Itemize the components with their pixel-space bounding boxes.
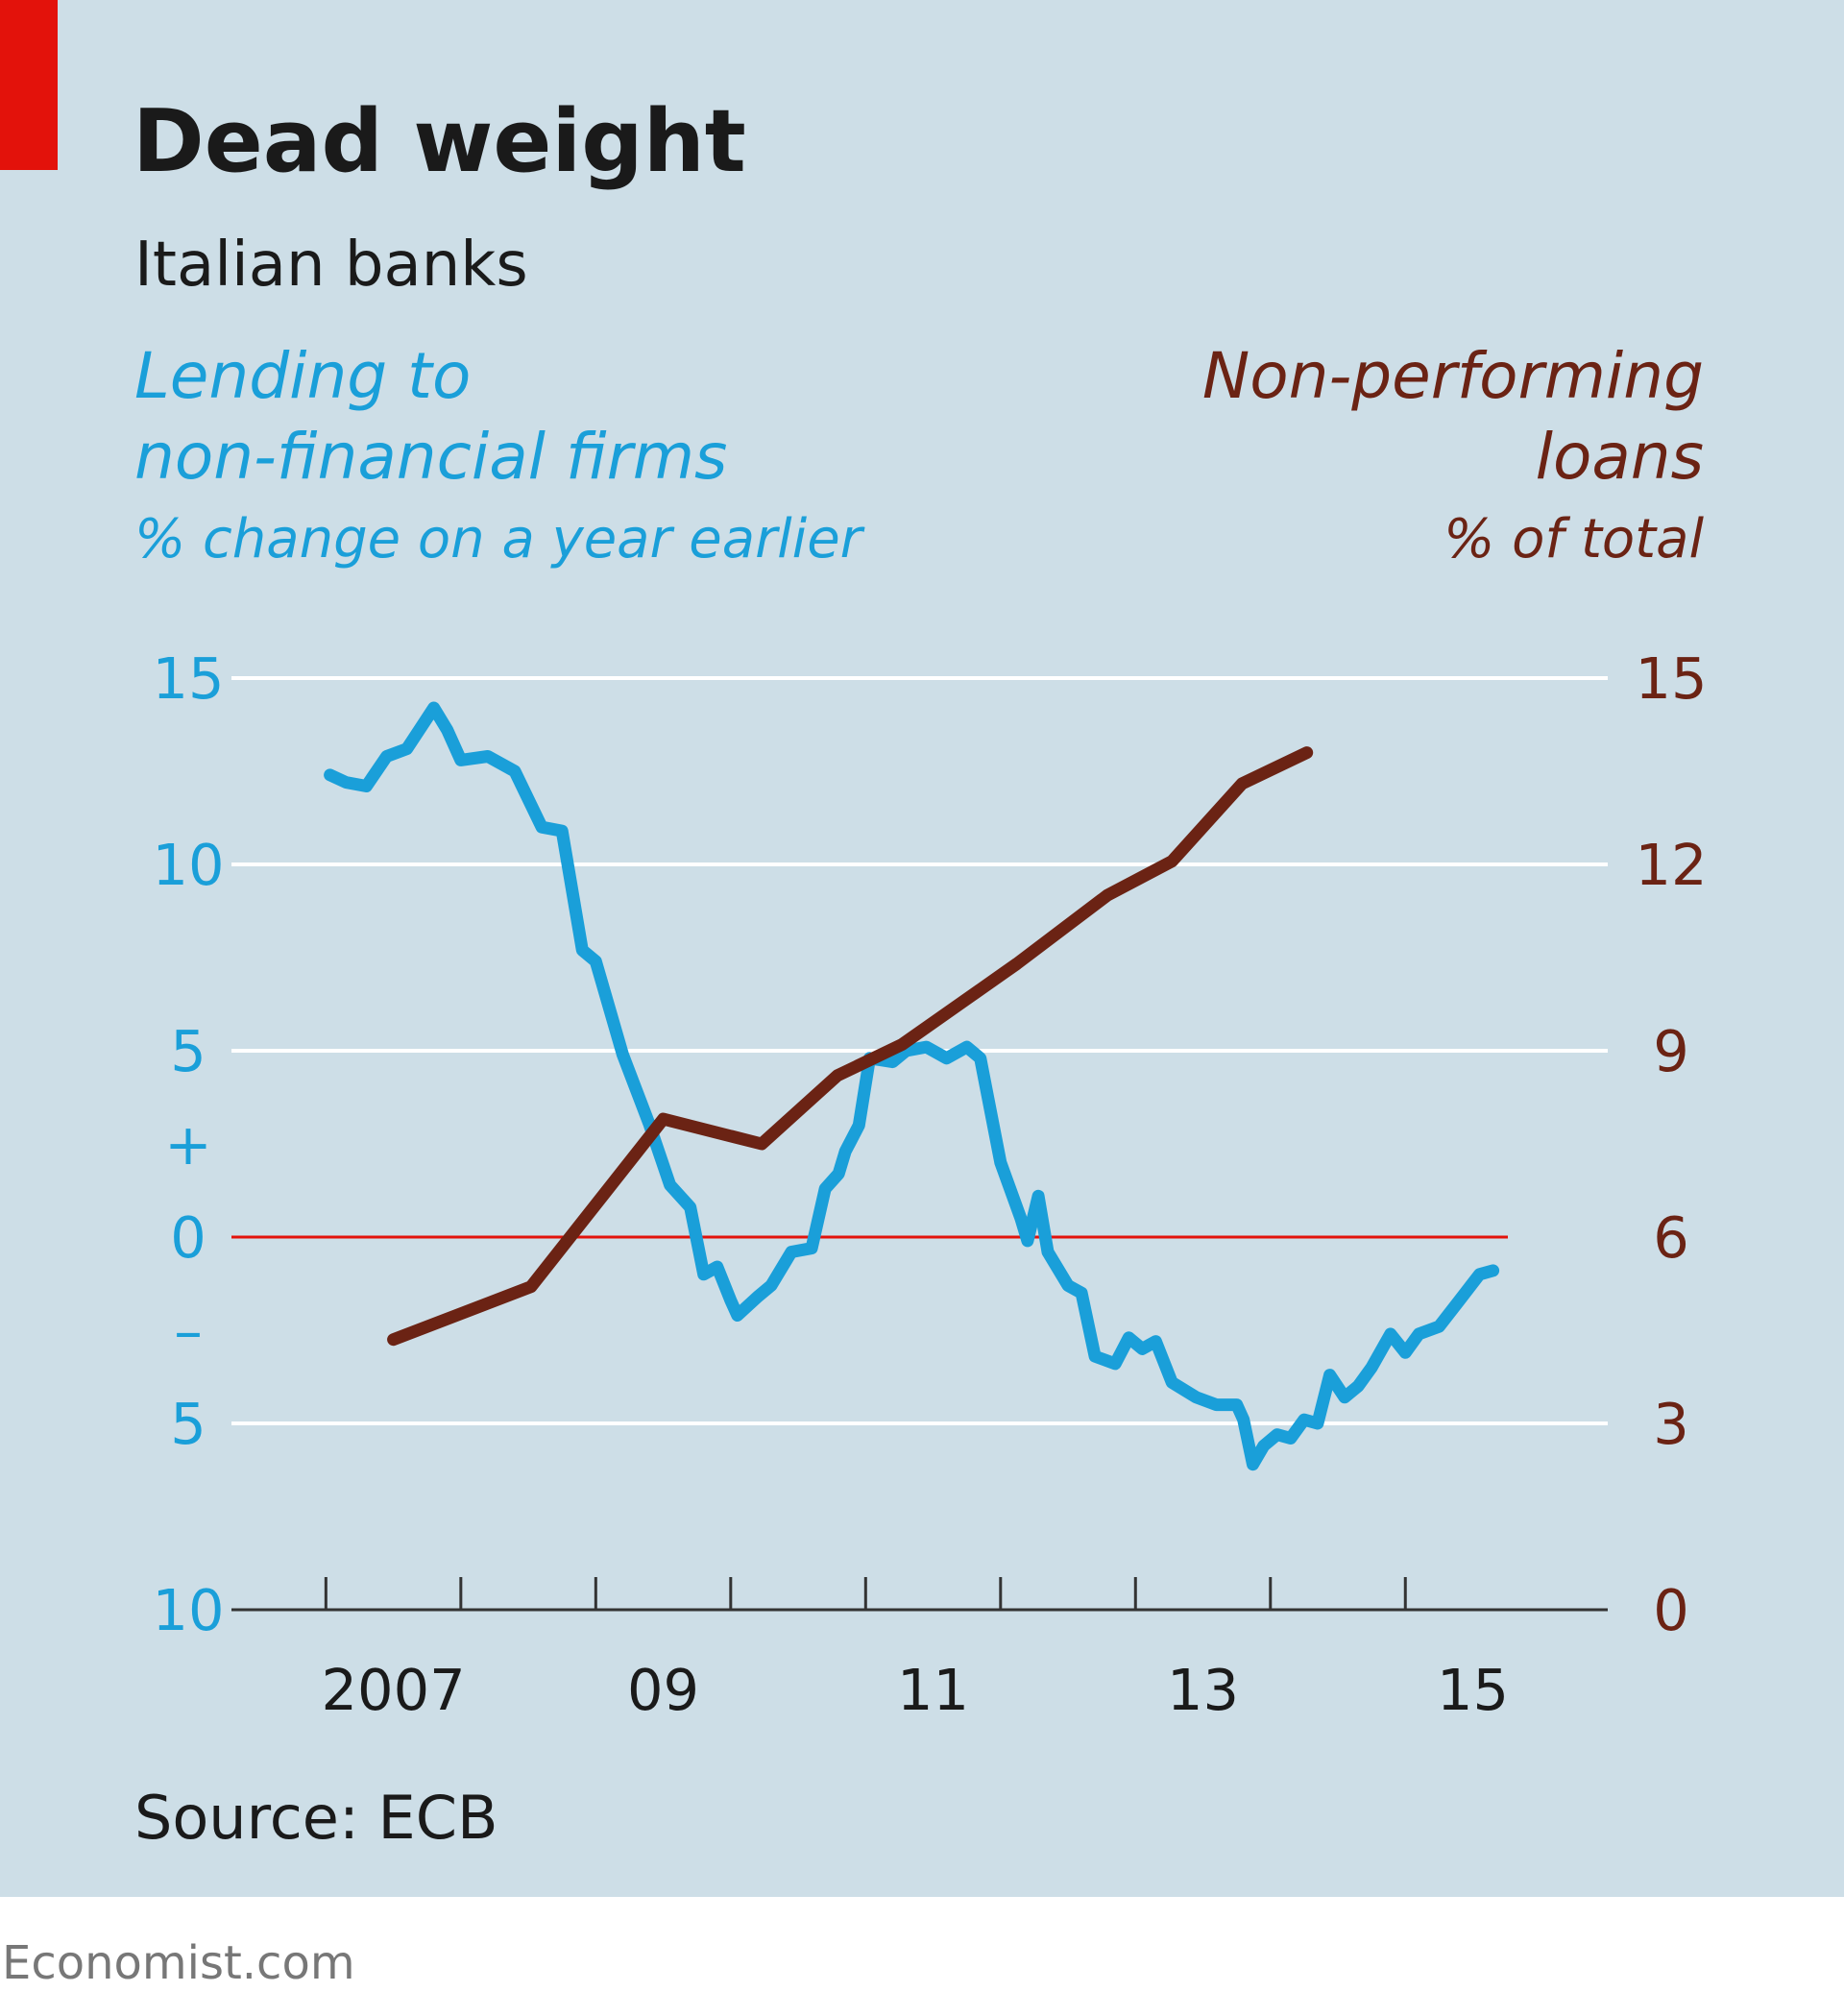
y-axis-label: non-financial firms [134, 420, 727, 494]
y2-tick-label: 3 [1653, 1391, 1689, 1457]
x-tick-label: 09 [627, 1657, 699, 1723]
x-tick-label: 15 [1437, 1657, 1509, 1723]
x-tick-label: 13 [1167, 1657, 1239, 1723]
x-tick-label: 2007 [322, 1657, 466, 1723]
chart-title: Dead weight [133, 91, 746, 192]
y-tick-label: 15 [152, 645, 224, 712]
red-tag [0, 0, 58, 170]
y2-tick-label: 12 [1635, 832, 1707, 898]
y2-tick-label: 0 [1653, 1577, 1689, 1643]
chart-subtitle: Italian banks [134, 230, 528, 301]
y2-axis-unit: % of total [1444, 508, 1704, 571]
footer: Economist.com [2, 1936, 355, 1990]
y2-tick-label: 6 [1653, 1204, 1689, 1271]
y2-axis-label: Non-performing [1202, 339, 1704, 413]
sign-label: + [164, 1111, 211, 1178]
background [0, 0, 1844, 1897]
y2-tick-label: 9 [1653, 1018, 1689, 1084]
y-tick-label: 10 [152, 832, 224, 898]
y-tick-label: 10 [152, 1577, 224, 1643]
sign-label: – [174, 1298, 203, 1364]
x-tick-label: 11 [897, 1657, 969, 1723]
y2-axis-label: loans [1536, 420, 1704, 494]
y-tick-label: 0 [170, 1204, 206, 1271]
y-tick-label: 5 [170, 1391, 206, 1457]
y-tick-label: 5 [170, 1018, 206, 1084]
y-axis-label: Lending to [134, 339, 471, 413]
y-axis-unit: % change on a year earlier [134, 508, 865, 571]
series-line [387, 746, 1314, 1347]
y2-tick-label: 15 [1635, 645, 1707, 712]
series-line [324, 701, 1500, 1471]
source: Source: ECB [134, 1783, 498, 1853]
